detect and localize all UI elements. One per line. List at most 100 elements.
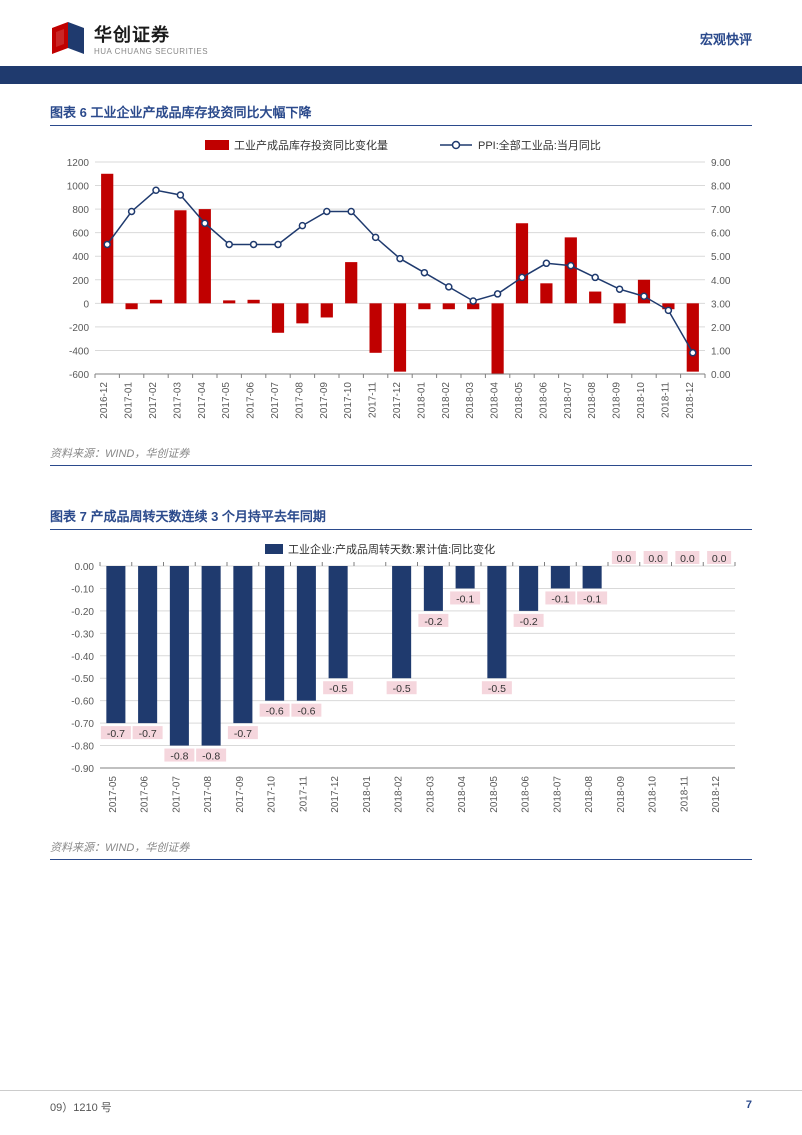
svg-text:8.00: 8.00: [711, 182, 731, 193]
chart7-title: 图表 7 产成品周转天数连续 3 个月持平去年同期: [50, 506, 752, 525]
svg-text:2018-01: 2018-01: [362, 776, 373, 813]
svg-text:2017-11: 2017-11: [368, 382, 379, 418]
svg-text:-0.90: -0.90: [71, 764, 94, 775]
svg-text:2018-02: 2018-02: [394, 776, 405, 813]
svg-text:5.00: 5.00: [711, 252, 731, 263]
svg-text:-0.40: -0.40: [71, 652, 94, 663]
svg-text:-0.30: -0.30: [71, 629, 94, 640]
svg-text:2018-11: 2018-11: [660, 382, 671, 418]
page: 华创证券 HUA CHUANG SECURITIES 宏观快评 图表 6 工业企…: [0, 0, 802, 1135]
svg-text:1.00: 1.00: [711, 346, 731, 357]
svg-text:PPI:全部工业品:当月同比: PPI:全部工业品:当月同比: [478, 138, 601, 152]
svg-text:6.00: 6.00: [711, 229, 731, 240]
svg-text:0.00: 0.00: [711, 370, 731, 381]
page-footer: 09）1210 号 7: [0, 1090, 802, 1135]
svg-text:-200: -200: [69, 323, 89, 334]
svg-text:-0.5: -0.5: [393, 683, 411, 695]
page-number: 7: [746, 1099, 752, 1115]
chart7-source-underline: [50, 859, 752, 860]
svg-text:工业产成品库存投资同比变化量: 工业产成品库存投资同比变化量: [234, 138, 388, 152]
svg-text:7.00: 7.00: [711, 205, 731, 216]
svg-text:2017-08: 2017-08: [203, 776, 214, 813]
svg-text:0.0: 0.0: [648, 553, 663, 565]
svg-text:2018-10: 2018-10: [648, 776, 659, 813]
chart7-source: 资料来源：WIND，华创证券: [50, 839, 752, 855]
svg-text:2018-05: 2018-05: [489, 776, 500, 813]
svg-text:-0.1: -0.1: [551, 593, 569, 605]
logo: 华创证券 HUA CHUANG SECURITIES: [50, 20, 208, 56]
svg-text:2016-12: 2016-12: [99, 382, 110, 419]
svg-text:3.00: 3.00: [711, 299, 731, 310]
svg-text:2017-07: 2017-07: [171, 776, 182, 813]
svg-text:-0.2: -0.2: [520, 616, 538, 628]
svg-text:2018-12: 2018-12: [711, 776, 722, 813]
svg-text:2018-11: 2018-11: [679, 776, 690, 812]
svg-text:0.0: 0.0: [617, 553, 632, 565]
chart6-block: 图表 6 工业企业产成品库存投资同比大幅下降 工业产成品库存投资同比变化量PPI…: [50, 102, 752, 466]
svg-text:2018-01: 2018-01: [416, 382, 427, 419]
svg-text:2018-07: 2018-07: [552, 776, 563, 813]
svg-text:2018-08: 2018-08: [587, 382, 598, 419]
header-divider-bar: [0, 66, 802, 84]
svg-text:2018-03: 2018-03: [425, 776, 436, 813]
svg-text:-0.7: -0.7: [139, 728, 157, 740]
svg-text:2018-09: 2018-09: [616, 776, 627, 813]
svg-text:-0.10: -0.10: [71, 584, 94, 595]
svg-text:2017-12: 2017-12: [392, 382, 403, 419]
logo-cn: 华创证券: [94, 21, 208, 47]
svg-text:2018-12: 2018-12: [685, 382, 696, 419]
svg-text:2017-02: 2017-02: [148, 382, 159, 419]
svg-text:工业企业:产成品周转天数:累计值:同比变化: 工业企业:产成品周转天数:累计值:同比变化: [288, 542, 495, 556]
svg-text:2017-08: 2017-08: [294, 382, 305, 419]
svg-text:-0.20: -0.20: [71, 607, 94, 618]
svg-text:-0.6: -0.6: [266, 706, 284, 718]
svg-text:2017-06: 2017-06: [140, 776, 151, 813]
svg-text:2018-06: 2018-06: [521, 776, 532, 813]
svg-text:-0.7: -0.7: [107, 728, 125, 740]
svg-text:2018-05: 2018-05: [514, 382, 525, 419]
svg-text:0.0: 0.0: [680, 553, 695, 565]
svg-text:2018-02: 2018-02: [441, 382, 452, 419]
footer-left: 09）1210 号: [50, 1099, 112, 1115]
svg-text:0: 0: [83, 299, 89, 310]
chart6-title-underline: [50, 125, 752, 126]
svg-text:0.0: 0.0: [712, 553, 727, 565]
svg-text:-0.1: -0.1: [456, 593, 474, 605]
svg-text:-0.8: -0.8: [170, 751, 188, 763]
svg-text:2018-10: 2018-10: [636, 382, 647, 419]
chart7-title-underline: [50, 529, 752, 530]
logo-en: HUA CHUANG SECURITIES: [94, 47, 208, 56]
svg-text:-0.5: -0.5: [488, 683, 506, 695]
chart6-source-underline: [50, 465, 752, 466]
svg-text:2017-10: 2017-10: [343, 382, 354, 419]
chart7-block: 图表 7 产成品周转天数连续 3 个月持平去年同期 工业企业:产成品周转天数:累…: [50, 506, 752, 860]
svg-text:2.00: 2.00: [711, 323, 731, 334]
svg-text:2017-11: 2017-11: [298, 776, 309, 812]
svg-text:2018-07: 2018-07: [563, 382, 574, 419]
content: 图表 6 工业企业产成品库存投资同比大幅下降 工业产成品库存投资同比变化量PPI…: [0, 84, 802, 930]
svg-text:-0.50: -0.50: [71, 674, 94, 685]
svg-text:-0.8: -0.8: [202, 751, 220, 763]
doc-category: 宏观快评: [700, 29, 752, 48]
svg-text:2018-08: 2018-08: [584, 776, 595, 813]
svg-text:2017-12: 2017-12: [330, 776, 341, 813]
svg-text:-400: -400: [69, 346, 89, 357]
svg-text:400: 400: [72, 252, 89, 263]
svg-text:0.00: 0.00: [75, 562, 95, 573]
svg-text:2017-03: 2017-03: [172, 382, 183, 419]
svg-text:600: 600: [72, 229, 89, 240]
svg-text:2018-09: 2018-09: [612, 382, 623, 419]
svg-text:2017-01: 2017-01: [124, 382, 135, 419]
svg-text:2017-06: 2017-06: [246, 382, 257, 419]
svg-text:4.00: 4.00: [711, 276, 731, 287]
chart6-area: 工业产成品库存投资同比变化量PPI:全部工业品:当月同比-600-400-200…: [50, 134, 752, 439]
svg-text:800: 800: [72, 205, 89, 216]
chart7-area: 工业企业:产成品周转天数:累计值:同比变化 0.00 -0.10 -0.20 -0.30…: [50, 538, 752, 833]
svg-text:2017-07: 2017-07: [270, 382, 281, 419]
logo-text: 华创证券 HUA CHUANG SECURITIES: [94, 21, 208, 56]
svg-text:-0.7: -0.7: [234, 728, 252, 740]
svg-text:2017-09: 2017-09: [319, 382, 330, 419]
svg-text:200: 200: [72, 276, 89, 287]
svg-text:-0.2: -0.2: [424, 616, 442, 628]
svg-text:2018-03: 2018-03: [465, 382, 476, 419]
